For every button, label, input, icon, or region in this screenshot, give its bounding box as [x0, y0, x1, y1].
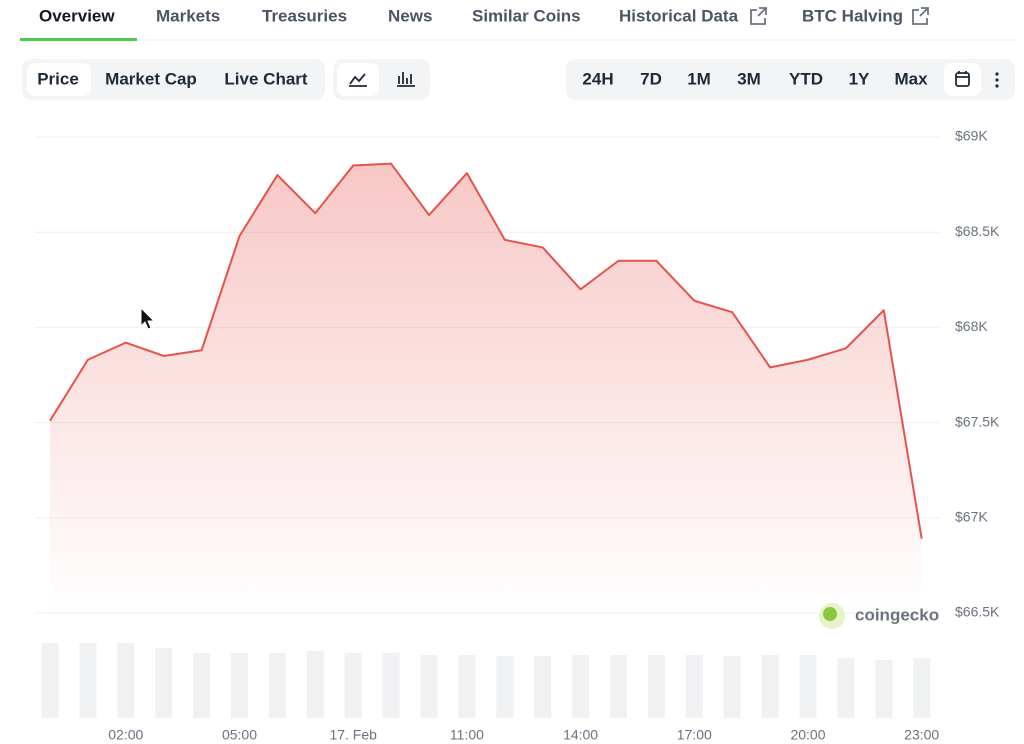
view-toggle[interactable]: Market Cap	[105, 69, 197, 88]
volume-bar	[382, 653, 400, 718]
volume-bar	[268, 653, 286, 718]
volume-bar	[79, 643, 97, 718]
range-group	[566, 59, 1015, 100]
active-tab-indicator	[20, 38, 137, 41]
volume-bar	[117, 643, 135, 718]
volume-bar	[155, 648, 173, 718]
x-tick-label: 17:00	[677, 727, 712, 743]
volume-bar	[534, 656, 552, 718]
chart: $66.5K $67K $67.5K $68K $68.5K $69K 02:00 05:00…	[35, 128, 1000, 743]
volume-bar	[306, 651, 324, 718]
x-tick-label: 14:00	[563, 727, 598, 743]
nav-tab[interactable]: BTC Halving	[802, 6, 903, 25]
external-link-icon	[750, 7, 929, 25]
nav-tab[interactable]: Overview	[39, 6, 115, 25]
volume-bar	[875, 660, 893, 718]
volume-bar	[496, 656, 514, 718]
nav-tab[interactable]: News	[388, 6, 432, 25]
x-tick-label: 11:00	[450, 727, 484, 743]
x-tick-label: 02:00	[108, 727, 143, 743]
nav-tab[interactable]: Similar Coins	[472, 6, 581, 25]
volume-bar	[572, 655, 590, 718]
price-area	[50, 163, 922, 613]
mouse-cursor	[140, 306, 156, 330]
volume-bar	[761, 655, 779, 718]
range-button[interactable]: 1M	[687, 69, 711, 88]
volume-bar	[458, 655, 476, 718]
volume-bar	[344, 653, 362, 718]
volume-bar	[647, 655, 665, 718]
x-tick-label: 17. Feb	[329, 727, 377, 743]
range-button[interactable]: 7D	[640, 69, 662, 88]
range-button[interactable]: YTD	[789, 69, 823, 88]
calendar-icon	[955, 71, 970, 87]
x-tick-label: 20:00	[790, 727, 825, 743]
y-tick-label: $68.5K	[955, 223, 1000, 239]
volume-bar	[420, 655, 438, 718]
y-tick-label: $68K	[955, 318, 988, 334]
y-tick-label: $67.5K	[955, 413, 1000, 429]
nav-tab[interactable]: Historical Data	[619, 6, 739, 25]
volume-bar	[231, 653, 248, 718]
volume-bar	[685, 655, 703, 718]
price-line	[49, 162, 923, 539]
view-toggle[interactable]: Live Chart	[224, 69, 307, 88]
range-button[interactable]: 1Y	[849, 69, 870, 88]
view-toggle-group	[22, 59, 325, 100]
range-button[interactable]: 3M	[737, 69, 761, 88]
x-tick-label: 23:00	[904, 727, 939, 743]
y-tick-label: $69K	[955, 128, 988, 144]
volume-bar	[837, 658, 855, 718]
view-toggle[interactable]: Price	[37, 69, 79, 88]
y-tick-label: $67K	[955, 509, 988, 525]
selected-view	[27, 63, 91, 96]
volume-bar	[723, 656, 741, 718]
candle-chart-icon[interactable]	[397, 72, 415, 87]
volume-bar	[610, 655, 627, 718]
coingecko-logo-head	[823, 607, 837, 621]
volume-bar	[913, 658, 931, 718]
volume-bar	[41, 643, 59, 718]
nav-tab[interactable]: Treasuries	[262, 6, 347, 25]
range-button[interactable]: Max	[894, 69, 928, 88]
volume-bar	[799, 655, 817, 718]
y-tick-label: $66.5K	[955, 604, 1000, 620]
x-tick-label: 05:00	[222, 727, 257, 743]
nav-tab[interactable]: Markets	[156, 6, 220, 25]
line-chart-icon	[349, 73, 367, 87]
watermark: coingecko	[855, 605, 939, 624]
calendar-button[interactable]	[944, 63, 981, 96]
more-menu[interactable]	[995, 72, 999, 88]
range-button[interactable]: 24H	[582, 69, 613, 88]
volume-bar	[193, 653, 211, 718]
